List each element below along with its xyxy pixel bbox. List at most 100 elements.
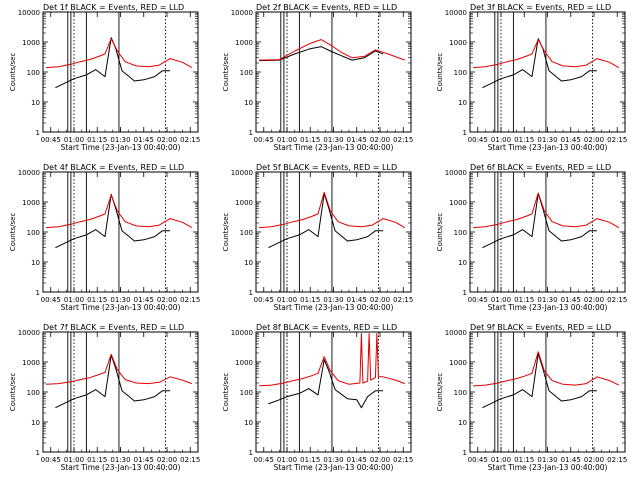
det-5-plot-frame <box>255 171 412 293</box>
det-4-y-axis-label: Counts/sec <box>9 213 17 252</box>
det-1-x-tick-label: 01:15 <box>87 136 107 144</box>
det-4-y-tick-label: 10000 <box>18 169 40 177</box>
det-8-x-tick-label: 02:00 <box>370 456 390 464</box>
det-9-x-tick-label: 02:00 <box>584 456 604 464</box>
det-9-y-tick-label: 1000 <box>449 359 467 367</box>
det-9-x-tick-label: 02:15 <box>607 456 627 464</box>
det-2-y-tick-label: 1000 <box>235 39 253 47</box>
det-2-y-tick-label: 1 <box>249 129 253 137</box>
det-6-x-tick-label: 01:45 <box>561 296 581 304</box>
det-8-y-tick-label: 1000 <box>235 359 253 367</box>
det-2-plot-frame <box>255 11 412 133</box>
det-6-x-tick-label: 02:00 <box>584 296 604 304</box>
det-6-panel: Det 6f BLACK = Events, RED = LLD 1 10 100 10… <box>436 163 627 312</box>
det-5-x-tick-label: 00:45 <box>254 296 274 304</box>
det-8-series-events-line <box>268 359 384 409</box>
det-9-x-tick-label: 01:45 <box>561 456 581 464</box>
det-8-x-tick-label: 01:15 <box>300 456 320 464</box>
det-2-panel: Det 2f BLACK = Events, RED = LLD 1 10 100 10… <box>222 3 413 152</box>
det-5-y-tick-label: 1 <box>249 289 253 297</box>
det-4-x-tick-label: 01:30 <box>110 296 130 304</box>
det-1-plot-frame <box>42 11 199 133</box>
det-9-plot-frame <box>469 331 626 453</box>
det-4-y-tick-label: 1000 <box>22 199 40 207</box>
det-9-y-axis-label: Counts/sec <box>436 373 444 412</box>
det-3-x-axis-label: Start Time (23-Jan-13 00:40:00) <box>488 143 608 152</box>
det-1-x-tick-label: 00:45 <box>41 136 61 144</box>
det-8-x-axis-label: Start Time (23-Jan-13 00:40:00) <box>274 463 394 472</box>
det-7-panel: Det 7f BLACK = Events, RED = LLD 1 10 100 10… <box>9 323 200 472</box>
det-7-y-tick-label: 10 <box>31 419 40 427</box>
det-5-y-tick-label: 10 <box>244 259 253 267</box>
det-9-y-tick-label: 100 <box>454 389 467 397</box>
det-8-y-tick-label: 10000 <box>231 329 253 337</box>
det-1-panel: Det 1f BLACK = Events, RED = LLD 1 10 100 10… <box>9 3 200 152</box>
det-5-y-tick-label: 10000 <box>231 169 253 177</box>
det-4-panel: Det 4f BLACK = Events, RED = LLD 1 10 100 10… <box>9 163 200 312</box>
det-6-x-tick-label: 01:30 <box>537 296 557 304</box>
det-4-x-tick-label: 01:15 <box>87 296 107 304</box>
det-3-y-axis-label: Counts/sec <box>436 53 444 92</box>
det-6-x-tick-label: 01:00 <box>491 296 511 304</box>
det-7-y-tick-label: 1 <box>36 449 40 457</box>
det-3-x-tick-label: 02:15 <box>607 136 627 144</box>
det-4-x-tick-label: 01:45 <box>134 296 154 304</box>
det-9-x-tick-label: 01:30 <box>537 456 557 464</box>
det-3-y-tick-label: 1 <box>463 129 467 137</box>
det-2-y-axis-label: Counts/sec <box>222 53 230 92</box>
det-5-y-tick-label: 1000 <box>235 199 253 207</box>
det-6-plot-frame <box>469 171 626 293</box>
det-2-x-tick-label: 02:00 <box>370 136 390 144</box>
det-3-x-tick-label: 01:30 <box>537 136 557 144</box>
det-8-plot-frame <box>255 331 412 453</box>
det-2-series-events-line <box>259 46 384 62</box>
det-9-panel: Det 9f BLACK = Events, RED = LLD 1 10 100 10… <box>436 323 627 472</box>
det-2-y-tick-label: 100 <box>240 69 253 77</box>
det-9-x-tick-label: 01:00 <box>491 456 511 464</box>
det-9-y-tick-label: 10 <box>458 419 467 427</box>
det-5-title: Det 5f BLACK = Events, RED = LLD <box>256 163 397 172</box>
det-7-y-axis-label: Counts/sec <box>9 373 17 412</box>
det-1-y-axis-label: Counts/sec <box>9 53 17 92</box>
det-2-x-tick-label: 01:00 <box>277 136 297 144</box>
det-6-title: Det 6f BLACK = Events, RED = LLD <box>470 163 611 172</box>
det-8-x-tick-label: 01:00 <box>277 456 297 464</box>
det-1-x-tick-label: 01:00 <box>64 136 84 144</box>
det-7-x-tick-label: 01:15 <box>87 456 107 464</box>
det-1-y-tick-label: 100 <box>27 69 40 77</box>
det-7-x-tick-label: 01:30 <box>110 456 130 464</box>
det-1-y-tick-label: 1000 <box>22 39 40 47</box>
det-6-x-tick-label: 02:15 <box>607 296 627 304</box>
det-6-x-tick-label: 00:45 <box>468 296 488 304</box>
det-6-y-tick-label: 1 <box>463 289 467 297</box>
det-6-series-lld-line <box>473 192 620 229</box>
det-3-x-tick-label: 02:00 <box>584 136 604 144</box>
det-7-series-lld-line <box>46 353 192 385</box>
det-7-x-tick-label: 00:45 <box>41 456 61 464</box>
det-9-series-lld-line <box>473 351 620 387</box>
det-3-y-tick-label: 100 <box>454 69 467 77</box>
det-1-x-tick-label: 02:00 <box>157 136 177 144</box>
det-5-x-tick-label: 01:15 <box>300 296 320 304</box>
det-3-x-tick-label: 00:45 <box>468 136 488 144</box>
det-3-series-events-line <box>482 38 598 89</box>
det-9-x-tick-label: 00:45 <box>468 456 488 464</box>
det-8-panel: Det 8f BLACK = Events, RED = LLD 1 10 100 10… <box>222 323 413 472</box>
det-3-x-tick-label: 01:00 <box>491 136 511 144</box>
det-5-x-tick-label: 01:30 <box>323 296 343 304</box>
det-8-x-tick-label: 00:45 <box>254 456 274 464</box>
det-8-y-axis-label: Counts/sec <box>222 373 230 412</box>
det-2-title: Det 2f BLACK = Events, RED = LLD <box>256 3 397 12</box>
det-4-x-tick-label: 02:15 <box>180 296 200 304</box>
det-5-x-tick-label: 01:00 <box>277 296 297 304</box>
det-5-panel: Det 5f BLACK = Events, RED = LLD 1 10 100 10… <box>222 163 413 312</box>
det-3-panel: Det 3f BLACK = Events, RED = LLD 1 10 100 10… <box>436 3 627 152</box>
det-5-y-axis-label: Counts/sec <box>222 213 230 252</box>
det-5-series-events-line <box>268 193 384 249</box>
det-2-x-tick-label: 00:45 <box>254 136 274 144</box>
det-5-x-tick-label: 02:15 <box>393 296 413 304</box>
det-6-series-events-line <box>482 193 598 249</box>
det-3-y-tick-label: 1000 <box>449 39 467 47</box>
det-7-x-tick-label: 01:45 <box>134 456 154 464</box>
